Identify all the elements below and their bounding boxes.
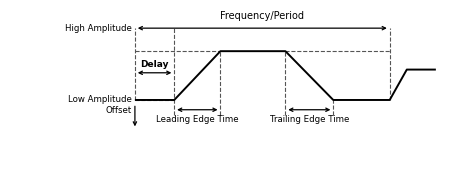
Text: High Amplitude: High Amplitude bbox=[65, 24, 131, 33]
Text: Offset: Offset bbox=[105, 106, 131, 115]
Text: Frequency/Period: Frequency/Period bbox=[220, 11, 304, 21]
Text: Delay: Delay bbox=[140, 60, 169, 69]
Text: Leading Edge Time: Leading Edge Time bbox=[156, 115, 238, 124]
Text: Low Amplitude: Low Amplitude bbox=[68, 95, 131, 105]
Text: Trailing Edge Time: Trailing Edge Time bbox=[270, 115, 349, 124]
